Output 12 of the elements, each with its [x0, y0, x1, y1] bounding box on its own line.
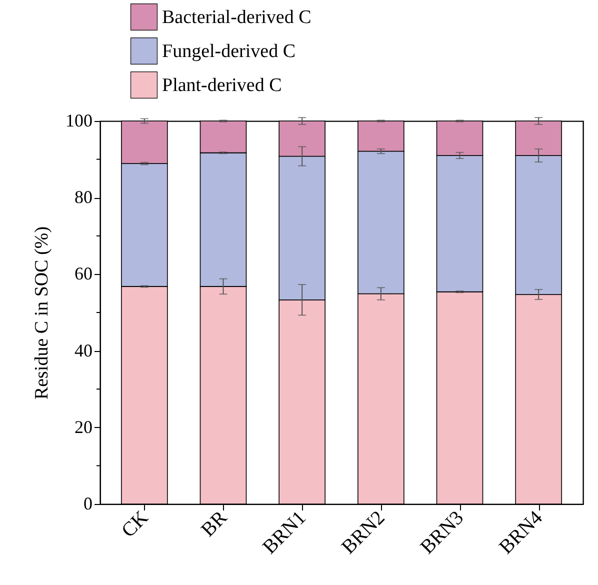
y-tick-label: 0 [84, 494, 92, 514]
legend-label: Bacterial-derived C [162, 7, 312, 28]
x-tick-label: BR [197, 506, 232, 542]
x-tick-label: CK [117, 506, 154, 542]
y-tick-label: 100 [66, 110, 92, 130]
y-axis-title: Residue C in SOC (%) [32, 226, 52, 400]
legend-label: Fungel-derived C [162, 41, 296, 62]
y-tick-label: 60 [74, 264, 92, 284]
y-tick-label: 80 [74, 187, 92, 208]
legend-label: Plant-derived C [162, 75, 282, 96]
y-tick-label: 40 [74, 340, 92, 360]
y-tick-label: 20 [74, 416, 92, 437]
